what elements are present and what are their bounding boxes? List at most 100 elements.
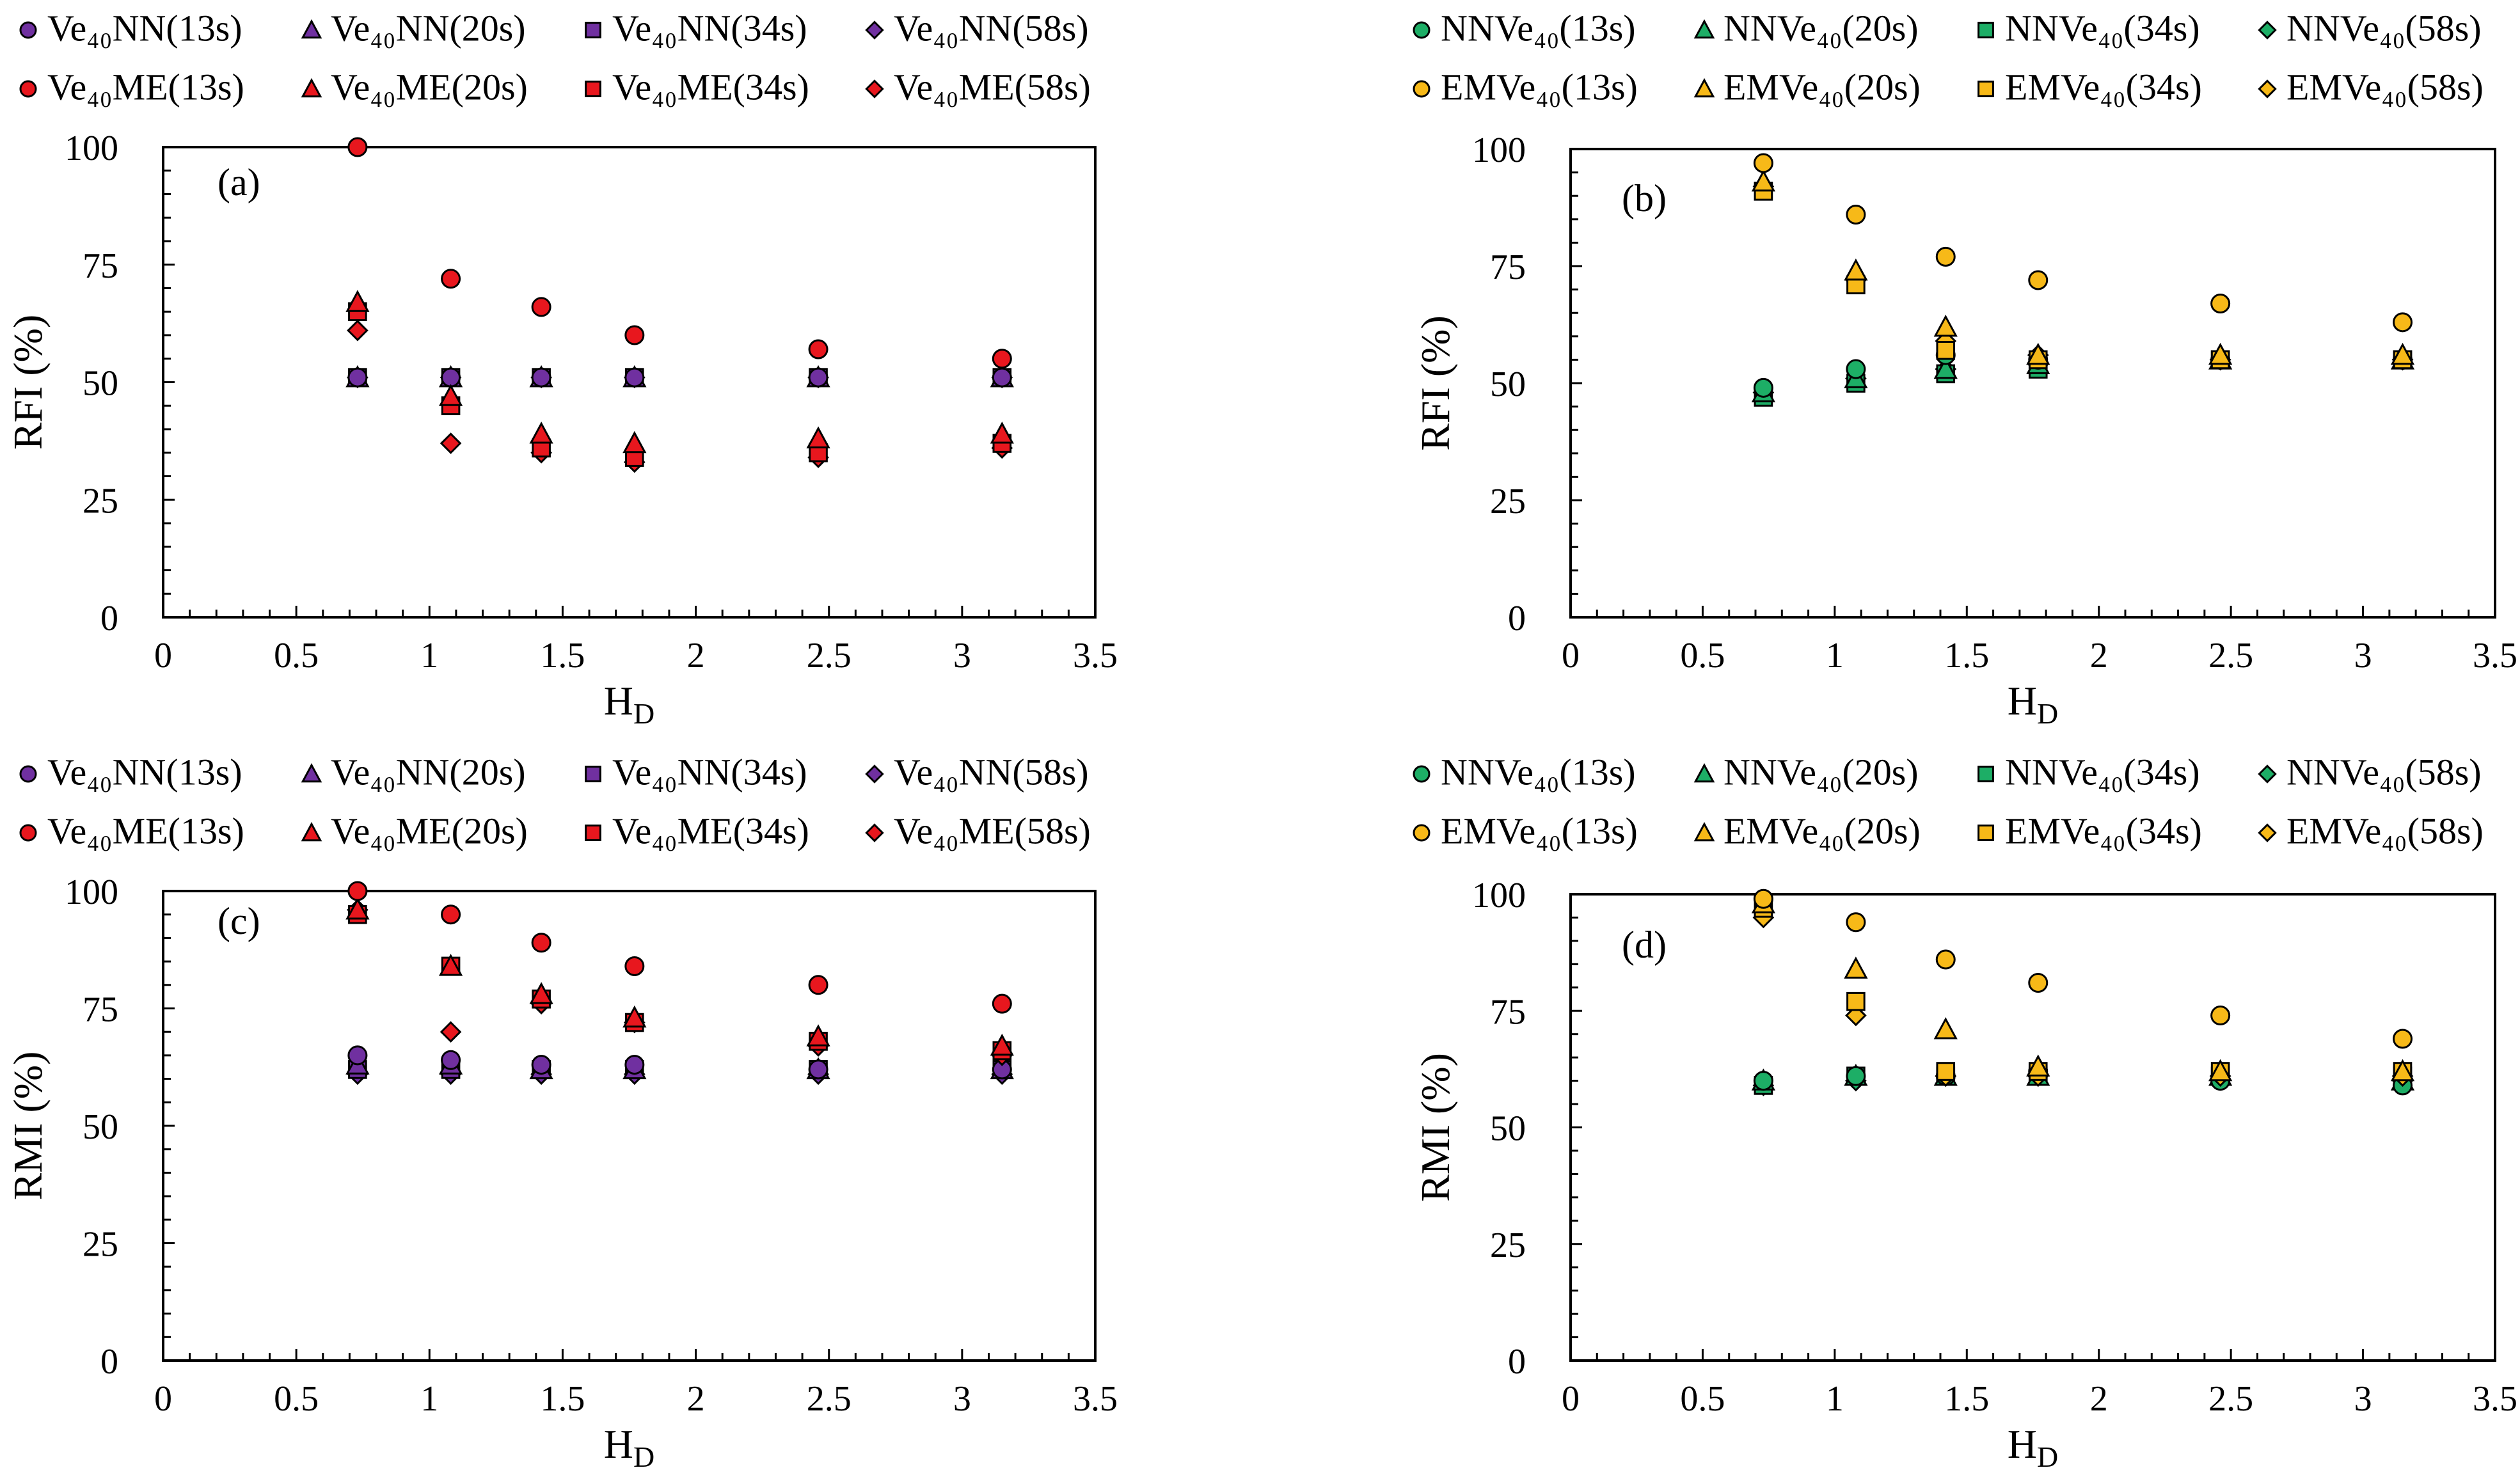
data-point — [1844, 258, 1868, 281]
chart-panel-b: 0 0.5 1 1.5 2 2.5 3 3.5 0 25 50 75 100 HD RFI (%) (b) NN… — [1413, 7, 2517, 730]
x-tick-label: 0.5 — [1680, 636, 1725, 675]
legend-marker — [301, 19, 322, 39]
data-point — [1753, 153, 1773, 173]
legend-label: NNVe₄₀(20s) — [1724, 751, 1919, 793]
data-point — [624, 325, 645, 345]
data-point — [992, 993, 1012, 1014]
legend-label: Ve₄₀ME(58s) — [894, 66, 1091, 107]
panel-label: (c) — [218, 900, 260, 942]
y-tick-label: 50 — [83, 1107, 118, 1147]
data-point — [347, 1045, 368, 1066]
x-axis-title: HD — [2008, 678, 2058, 730]
x-tick-label: 2.5 — [2208, 636, 2253, 675]
legend-marker — [865, 823, 884, 842]
data-point — [624, 1055, 645, 1075]
data-point — [1845, 1004, 1867, 1027]
data-point — [438, 384, 463, 406]
data-point — [1846, 359, 1866, 379]
y-tick-label: 50 — [83, 364, 118, 404]
x-tick-label: 2.5 — [807, 1379, 852, 1419]
legend-label: EMVe₄₀(20s) — [1724, 66, 1921, 107]
y-axis-title: RMI (%) — [5, 1052, 51, 1201]
legend-marker — [1693, 19, 1715, 39]
data-point — [531, 297, 551, 317]
data-point — [808, 1059, 828, 1080]
legend-label: Ve₄₀NN(58s) — [894, 7, 1089, 49]
data-point — [2390, 342, 2415, 365]
data-point — [1844, 956, 1868, 979]
x-tick-label: 0 — [154, 1379, 172, 1419]
x-tick-label: 3.5 — [2473, 1379, 2517, 1419]
legend-marker — [19, 765, 37, 783]
legend-marker — [19, 824, 37, 842]
data-point — [441, 904, 461, 925]
y-tick-label: 100 — [65, 129, 118, 168]
legend-marker — [301, 763, 322, 783]
legend-label: EMVe₄₀(58s) — [2286, 66, 2484, 107]
plot-frame — [1569, 893, 2496, 1362]
panel-label: (a) — [218, 161, 260, 203]
x-tick-label: 1 — [1826, 636, 1844, 675]
legend-marker — [2258, 764, 2277, 784]
x-tick-label: 1 — [420, 636, 438, 675]
legend-label: Ve₄₀ME(20s) — [331, 810, 528, 851]
legend-label: Ve₄₀NN(34s) — [612, 7, 807, 49]
data-point — [1753, 888, 1773, 909]
data-point — [347, 137, 368, 157]
legend-marker — [1413, 824, 1430, 842]
legend-label: Ve₄₀ME(34s) — [612, 66, 809, 107]
data-point — [1933, 356, 1958, 379]
legend-marker — [585, 22, 601, 38]
y-axis-title: RMI (%) — [1413, 1053, 1458, 1202]
x-tick-label: 1 — [1826, 1379, 1844, 1419]
legend-marker — [865, 79, 884, 99]
data-point — [808, 339, 828, 359]
data-point — [808, 975, 828, 995]
x-tick-label: 0 — [1562, 636, 1580, 675]
data-point — [1846, 991, 1866, 1011]
x-tick-label: 3 — [953, 1379, 971, 1419]
data-point — [440, 432, 462, 454]
data-point — [2390, 1059, 2415, 1082]
data-point — [347, 881, 368, 901]
legend-label: Ve₄₀NN(34s) — [612, 751, 807, 793]
legend-label: Ve₄₀NN(20s) — [331, 751, 526, 793]
data-point — [1846, 912, 1866, 933]
legend-label: Ve₄₀ME(34s) — [612, 810, 809, 851]
legend-marker — [585, 81, 601, 97]
data-point — [1846, 1066, 1866, 1086]
legend-marker — [301, 822, 322, 842]
data-point — [2028, 270, 2048, 290]
legend-marker — [1413, 765, 1430, 783]
y-tick-label: 75 — [1490, 992, 1526, 1032]
legend-marker — [1977, 22, 1994, 38]
x-tick-label: 0.5 — [1680, 1379, 1725, 1419]
legend-label: NNVe₄₀(13s) — [1441, 7, 1636, 49]
legend-label: NNVe₄₀(58s) — [2286, 7, 2482, 49]
x-tick-label: 1.5 — [540, 1379, 585, 1419]
legend-label: Ve₄₀ME(20s) — [331, 66, 528, 107]
legend-marker — [2258, 20, 2277, 40]
x-tick-label: 3 — [2354, 636, 2372, 675]
x-tick-label: 0 — [1562, 1379, 1580, 1419]
legend-label: Ve₄₀NN(58s) — [894, 751, 1089, 793]
panel-label: (d) — [1622, 924, 1667, 966]
data-point — [808, 367, 828, 388]
chart-panel-c: 0 0.5 1 1.5 2 2.5 3 3.5 0 25 50 75 100 HD RMI (%) (c) Ve… — [5, 751, 1118, 1473]
x-tick-label: 0.5 — [274, 1379, 319, 1419]
data-point — [531, 367, 551, 388]
data-point — [2210, 1006, 2231, 1026]
data-point — [2210, 294, 2231, 314]
legend-marker — [1977, 81, 1994, 97]
legend-marker — [2258, 79, 2277, 99]
x-tick-label: 0.5 — [274, 636, 319, 675]
data-point — [806, 1024, 830, 1046]
data-point — [992, 367, 1012, 388]
x-tick-label: 3.5 — [1073, 636, 1118, 675]
data-point — [1933, 314, 1958, 337]
y-tick-label: 0 — [100, 599, 118, 638]
x-tick-label: 0 — [154, 636, 172, 675]
data-point — [1751, 169, 1776, 192]
legend-marker — [2258, 823, 2277, 842]
